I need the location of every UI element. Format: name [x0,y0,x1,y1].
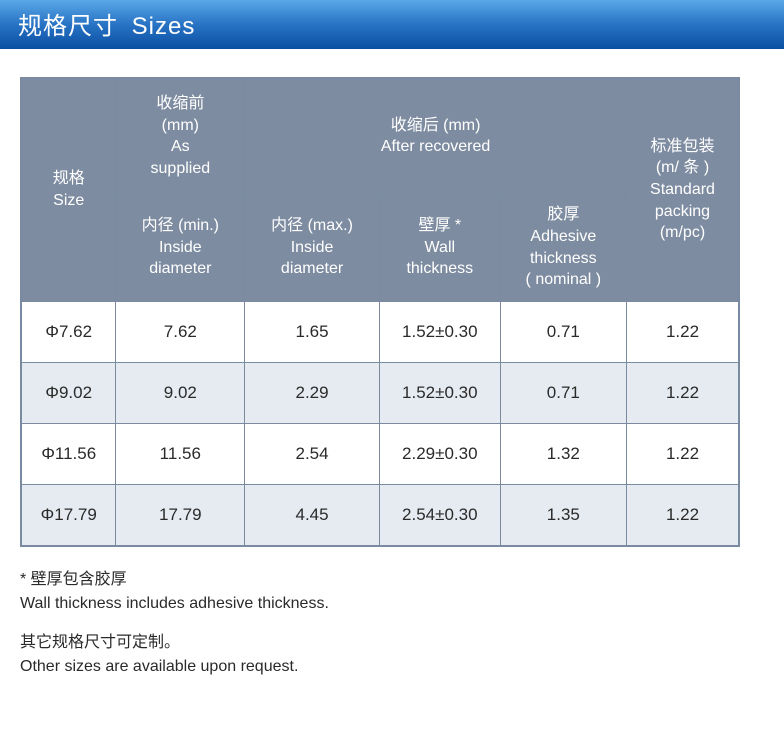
cell-id-min: 9.02 [116,362,245,423]
sizes-table: 规格Size 收缩前(mm)Assupplied 收缩后 (mm)After r… [20,77,740,547]
table-body: Φ7.62 7.62 1.65 1.52±0.30 0.71 1.22 Φ9.0… [21,301,739,546]
title-bar: 规格尺寸 Sizes [0,0,784,49]
cell-packing: 1.22 [626,301,739,362]
table-row: Φ9.02 9.02 2.29 1.52±0.30 0.71 1.22 [21,362,739,423]
th-as-supplied: 收缩前(mm)Assupplied [116,78,245,194]
cell-packing: 1.22 [626,362,739,423]
th-wall: 壁厚 *Wallthickness [379,194,500,301]
th-id-min: 内径 (min.)Insidediameter [116,194,245,301]
th-size: 规格Size [21,78,116,301]
cell-wall: 1.52±0.30 [379,362,500,423]
cell-wall: 2.29±0.30 [379,423,500,484]
th-packing: 标准包装(m/ 条 )Standardpacking(m/pc) [626,78,739,301]
content-area: 规格Size 收缩前(mm)Assupplied 收缩后 (mm)After r… [0,49,784,700]
th-id-max: 内径 (max.)Insidediameter [245,194,380,301]
cell-id-min: 17.79 [116,484,245,546]
table-row: Φ17.79 17.79 4.45 2.54±0.30 1.35 1.22 [21,484,739,546]
cell-id-min: 7.62 [116,301,245,362]
note2-zh: 其它规格尺寸可定制。 [20,632,764,654]
table-row: Φ7.62 7.62 1.65 1.52±0.30 0.71 1.22 [21,301,739,362]
cell-wall: 1.52±0.30 [379,301,500,362]
cell-adhesive: 1.35 [500,484,626,546]
cell-wall: 2.54±0.30 [379,484,500,546]
cell-id-max: 1.65 [245,301,380,362]
cell-size: Φ7.62 [21,301,116,362]
cell-adhesive: 0.71 [500,301,626,362]
table-row: Φ11.56 11.56 2.54 2.29±0.30 1.32 1.22 [21,423,739,484]
cell-id-max: 4.45 [245,484,380,546]
note1-en: Wall thickness includes adhesive thickne… [20,593,764,615]
note1-zh: * 壁厚包含胶厚 [20,569,764,591]
cell-id-min: 11.56 [116,423,245,484]
cell-id-max: 2.29 [245,362,380,423]
title-zh: 规格尺寸 [18,13,118,40]
title-en: Sizes [132,13,196,40]
cell-packing: 1.22 [626,484,739,546]
footnotes: * 壁厚包含胶厚 Wall thickness includes adhesiv… [20,569,764,679]
cell-packing: 1.22 [626,423,739,484]
cell-adhesive: 0.71 [500,362,626,423]
cell-adhesive: 1.32 [500,423,626,484]
th-adhesive: 胶厚Adhesivethickness( nominal ) [500,194,626,301]
cell-size: Φ17.79 [21,484,116,546]
note2-en: Other sizes are available upon request. [20,656,764,678]
th-after-recovered: 收缩后 (mm)After recovered [245,78,627,194]
cell-size: Φ11.56 [21,423,116,484]
cell-id-max: 2.54 [245,423,380,484]
cell-size: Φ9.02 [21,362,116,423]
